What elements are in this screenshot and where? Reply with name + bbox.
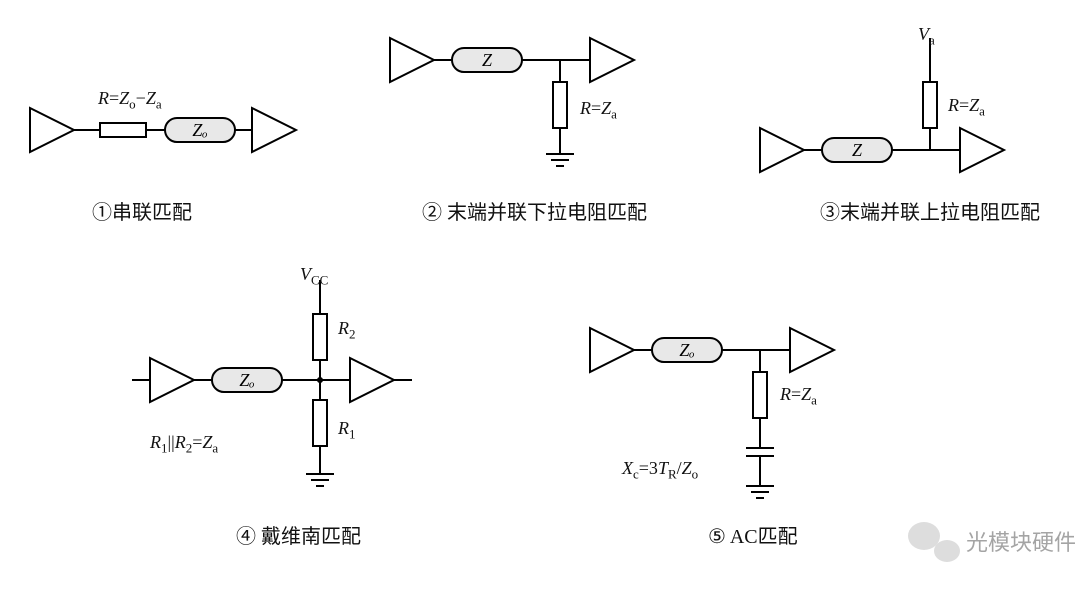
d3-caption: ③末端并联上拉电阻匹配 bbox=[820, 196, 1040, 225]
d4-R1: R1 bbox=[338, 418, 356, 443]
d5-caption: ⑤ AC匹配 bbox=[708, 520, 798, 549]
d4-caption: ④ 戴维南匹配 bbox=[236, 520, 361, 549]
diagrams-canvas: Zₒ Z Z Zₒ bbox=[0, 0, 1080, 596]
page-root: Zₒ Z Z Zₒ bbox=[0, 0, 1080, 596]
watermark: 光模块硬件 bbox=[908, 520, 1076, 562]
svg-text:Z: Z bbox=[482, 50, 493, 70]
d4-Vcc: VCC bbox=[300, 264, 328, 289]
svg-text:Z: Z bbox=[852, 140, 863, 160]
d2-caption: ② 末端并联下拉电阻匹配 bbox=[422, 196, 647, 225]
svg-text:Zₒ: Zₒ bbox=[239, 370, 254, 390]
d5-R-eq: R=Za bbox=[780, 384, 817, 409]
d3-R-eq: R=Za bbox=[948, 95, 985, 120]
wechat-icon bbox=[908, 520, 960, 562]
svg-text:Zₒ: Zₒ bbox=[679, 340, 694, 360]
watermark-text: 光模块硬件 bbox=[966, 525, 1076, 557]
diagram-1: Zₒ bbox=[30, 108, 296, 152]
d2-R-eq: R=Za bbox=[580, 98, 617, 123]
d1-caption: ①串联匹配 bbox=[92, 196, 192, 225]
d1-R-eq: R=Zo−Za bbox=[98, 88, 162, 113]
svg-text:Zₒ: Zₒ bbox=[192, 120, 207, 140]
d4-eq-parallel: R1||R2=Za bbox=[150, 432, 218, 457]
d4-R2: R2 bbox=[338, 318, 356, 343]
d5-Xc-eq: Xc=3TR/Zo bbox=[622, 458, 698, 483]
d3-Va: Va bbox=[918, 24, 935, 49]
